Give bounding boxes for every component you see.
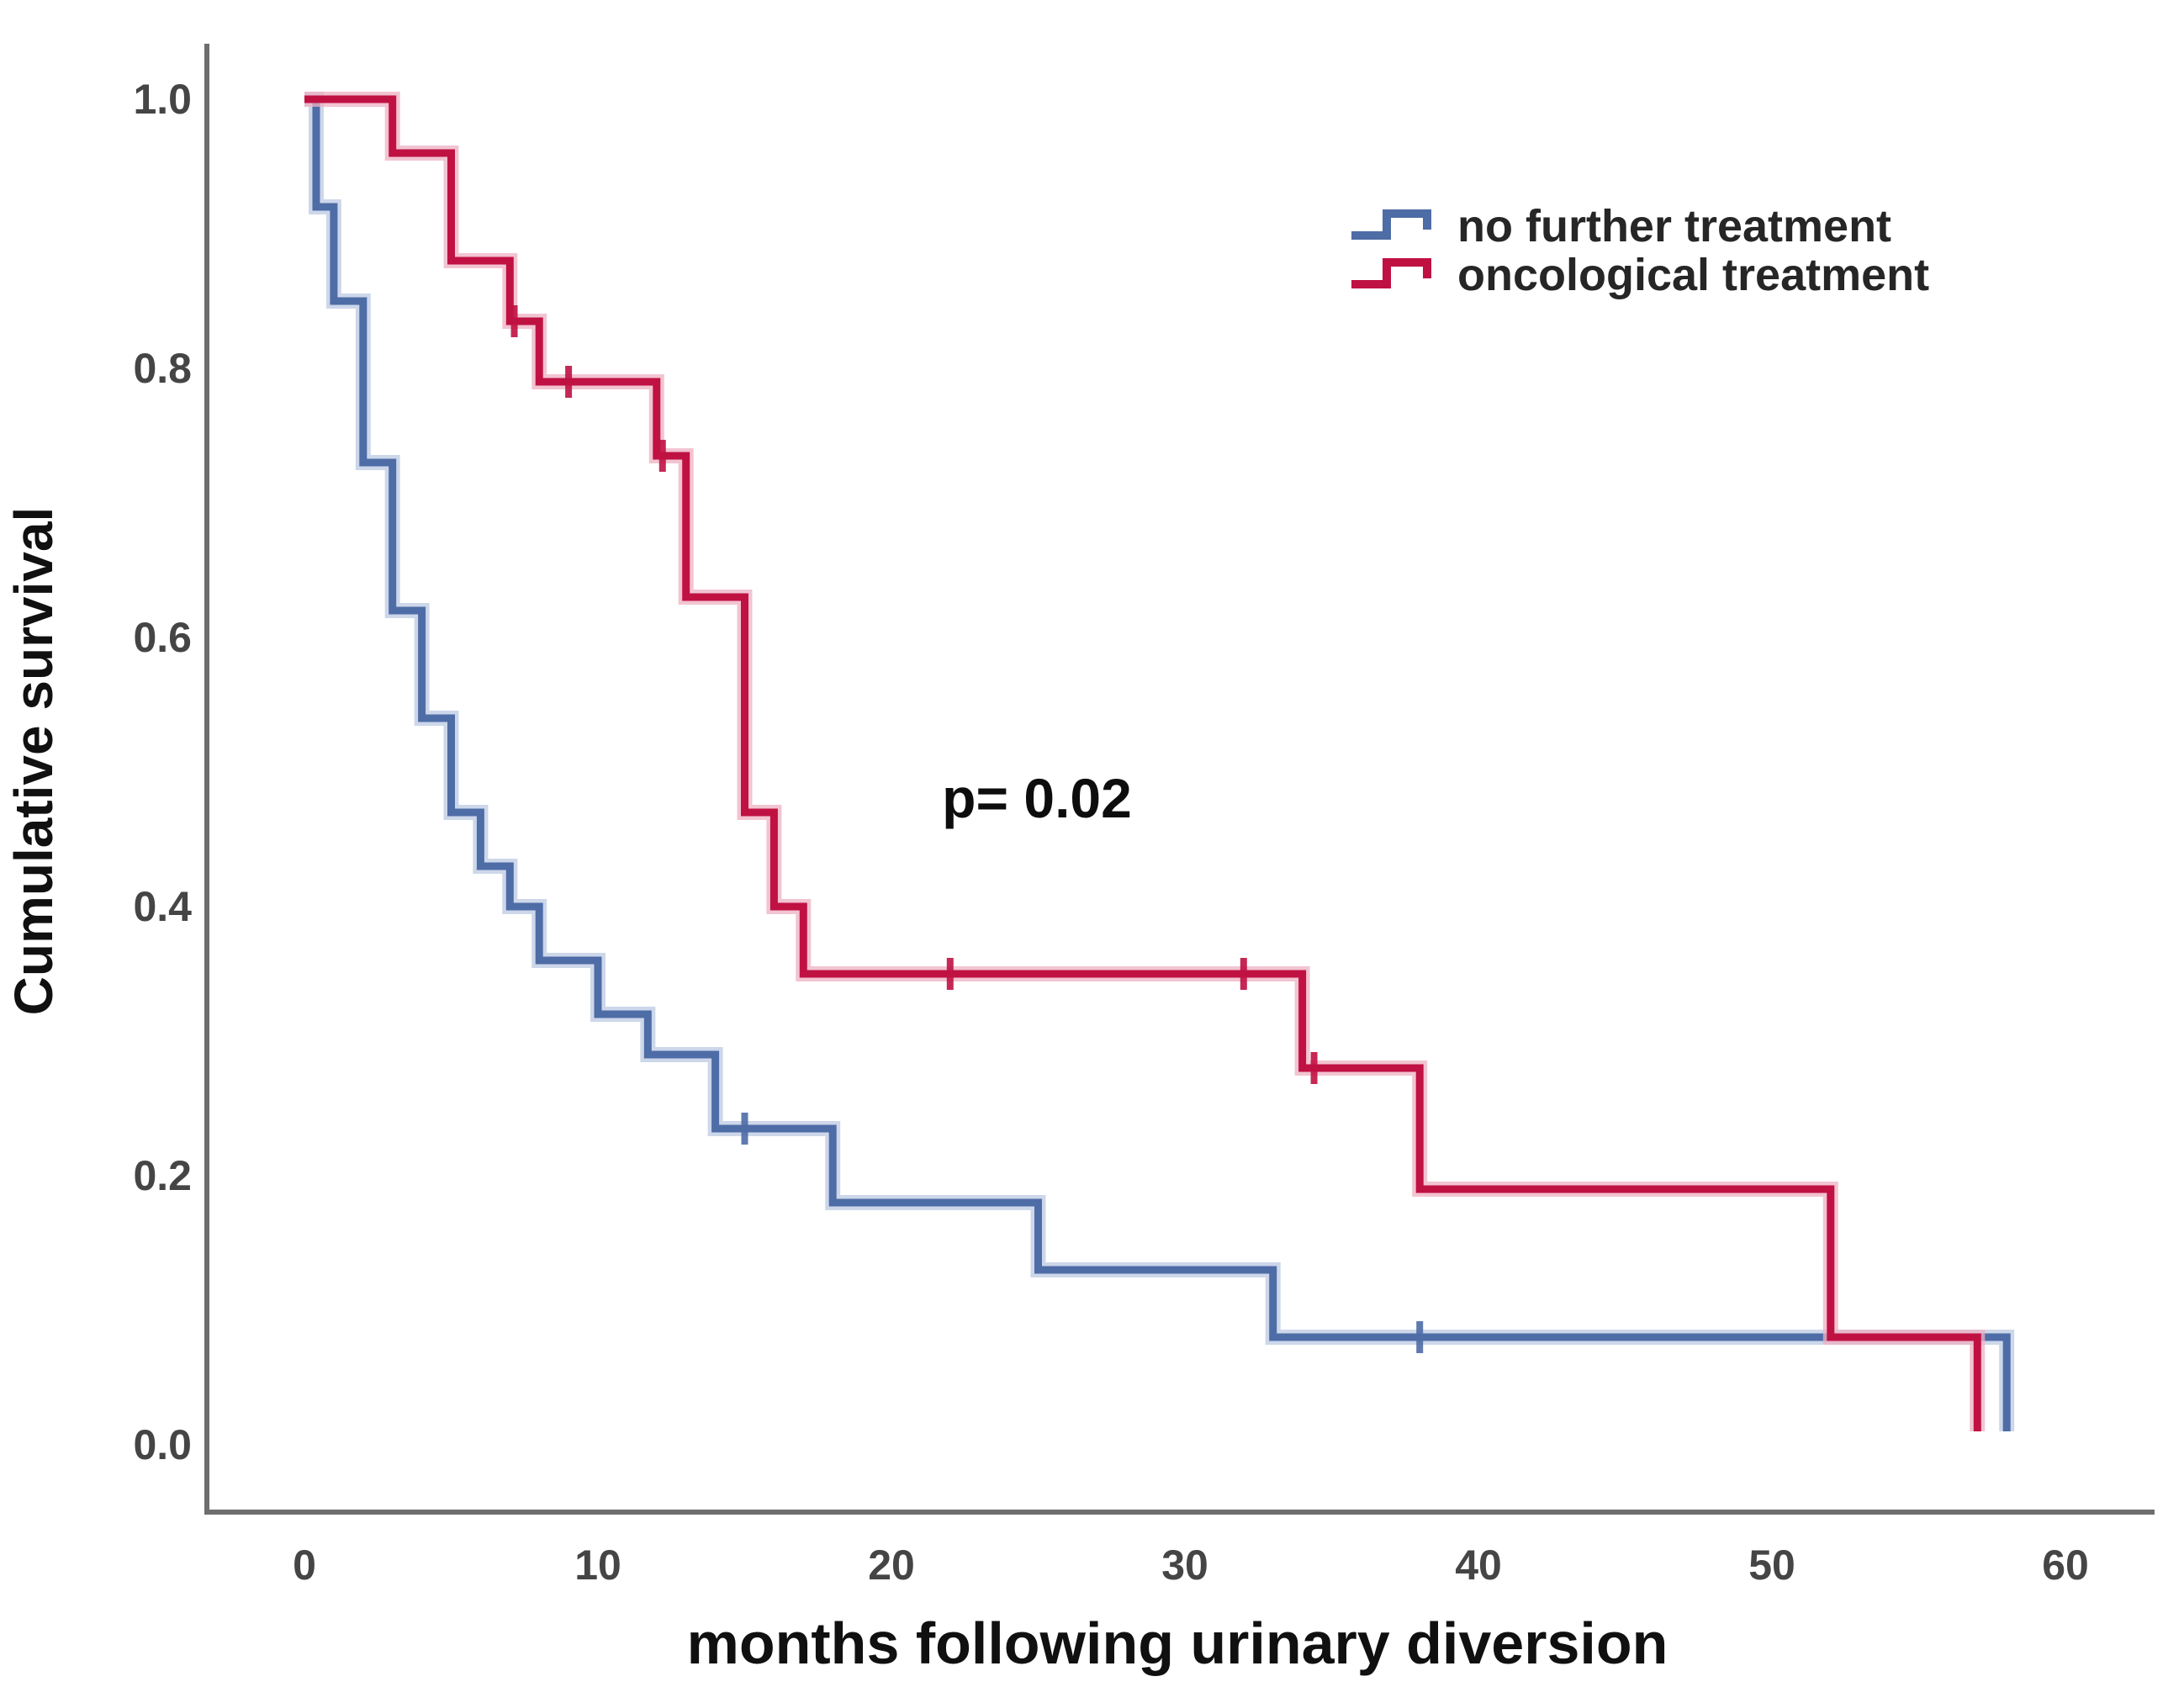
- legend-item-oncological-treatment: oncological treatment: [1351, 250, 1929, 300]
- x-tick-label-10: 10: [574, 1542, 621, 1589]
- x-axis-tick-labels: 0 10 20 30 40 50 60: [293, 1542, 2089, 1589]
- y-tick-label-0.8: 0.8: [133, 345, 192, 392]
- x-tick-label-20: 20: [868, 1542, 915, 1589]
- legend-item-no-further-treatment: no further treatment: [1351, 201, 1891, 251]
- x-tick-label-60: 60: [2042, 1542, 2089, 1589]
- x-tick-label-50: 50: [1748, 1542, 1795, 1589]
- y-tick-label-0.6: 0.6: [133, 614, 192, 661]
- x-axis-title: months following urinary diversion: [687, 1610, 1668, 1676]
- y-tick-label-0.0: 0.0: [133, 1421, 192, 1468]
- series-no-further-treatment: [304, 92, 2015, 1431]
- y-axis-tick-labels: 0.0 0.2 0.4 0.6 0.8 1.0: [133, 76, 192, 1468]
- legend: no further treatment oncological treatme…: [1351, 201, 1929, 300]
- survival-curve-no-further-treatment: [304, 95, 2011, 1431]
- survival-curve-oncological-treatment: [304, 95, 1981, 1431]
- y-tick-label-0.2: 0.2: [133, 1152, 192, 1199]
- survival-curves: [304, 92, 2015, 1431]
- y-axis-title: Cumulative survival: [3, 507, 64, 1016]
- x-tick-label-0: 0: [293, 1542, 316, 1589]
- legend-step-glyph-blue: [1351, 209, 1431, 240]
- p-value-annotation: p= 0.02: [942, 767, 1132, 829]
- x-tick-label-40: 40: [1455, 1542, 1502, 1589]
- legend-step-glyph-red: [1351, 258, 1431, 288]
- legend-label-no-further-treatment: no further treatment: [1457, 201, 1891, 251]
- axes: [204, 44, 2155, 1515]
- y-tick-label-1.0: 1.0: [133, 76, 192, 123]
- legend-label-oncological-treatment: oncological treatment: [1457, 250, 1929, 300]
- series-oncological-treatment: [304, 92, 1986, 1431]
- x-tick-label-30: 30: [1161, 1542, 1208, 1589]
- y-tick-label-0.4: 0.4: [133, 883, 192, 930]
